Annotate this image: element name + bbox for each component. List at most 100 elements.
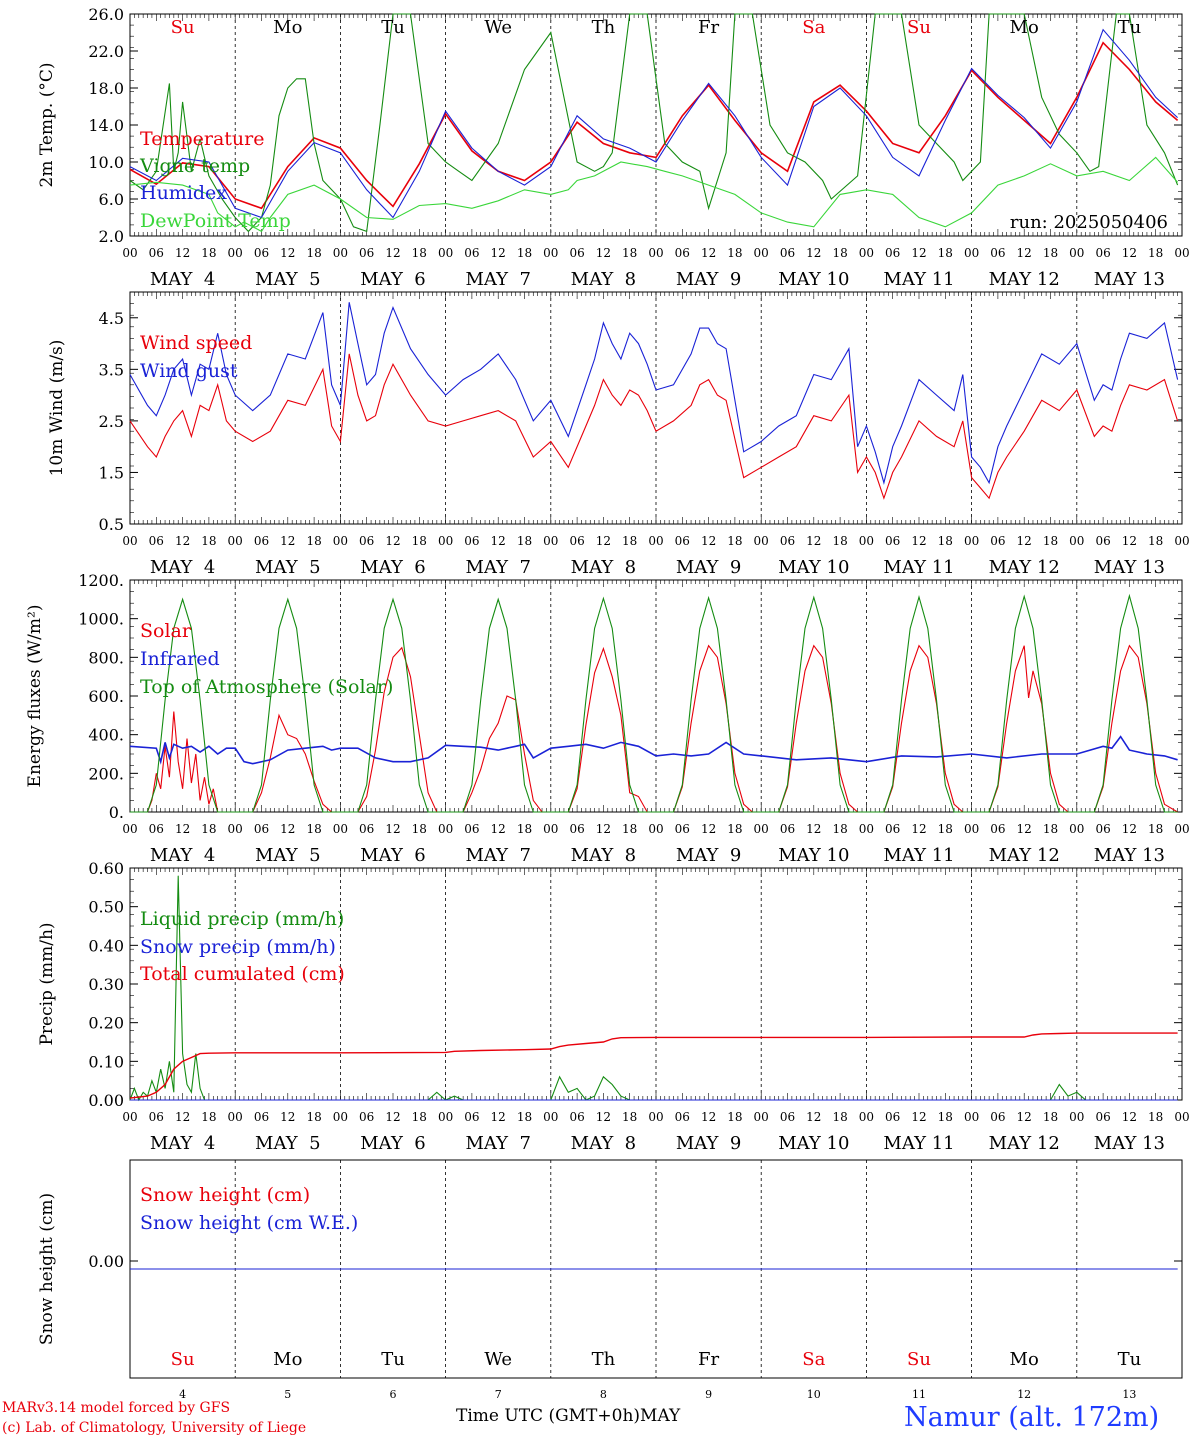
y-tick-label: 3.5	[99, 360, 124, 379]
hour-tick-label: 06	[569, 1110, 584, 1124]
y-tick-label: 400.	[88, 726, 124, 745]
hour-tick-label: 00	[438, 1110, 453, 1124]
hour-tick-label: 00	[754, 822, 769, 836]
hour-tick-label: 12	[491, 534, 506, 548]
weekday-label: Tu	[1118, 1349, 1142, 1370]
y-tick-label: 14.0	[88, 116, 124, 135]
day-label: MAY 5	[255, 557, 320, 578]
panel-4	[129, 867, 1183, 1102]
hour-tick-label: 00	[1069, 1110, 1084, 1124]
hour-tick-label: 00	[543, 822, 558, 836]
hour-tick-label: 00	[964, 534, 979, 548]
day-label: MAY 4	[150, 557, 215, 578]
y-tick-label: 26.0	[88, 5, 124, 24]
hour-tick-label: 00	[964, 1110, 979, 1124]
hour-tick-label: 06	[675, 246, 690, 260]
hour-tick-label: 18	[517, 246, 532, 260]
hour-tick-label: 18	[1043, 1110, 1058, 1124]
y-axis-label: 10m Wind (m/s)	[47, 340, 67, 477]
panel-1	[129, 13, 1183, 237]
weekday-label: Fr	[698, 17, 719, 38]
hour-tick-label: 12	[701, 822, 716, 836]
day-label: MAY 5	[255, 1133, 320, 1154]
hour-tick-label: 06	[254, 246, 269, 260]
day-label: MAY 9	[676, 1133, 741, 1154]
y-tick-label: 0.00	[88, 1091, 124, 1110]
x-axis-title: Time UTC (GMT+0h)MAY	[456, 1406, 681, 1426]
hour-tick-label: 12	[175, 822, 190, 836]
hour-tick-label: 00	[228, 246, 243, 260]
panel-3	[129, 579, 1183, 813]
hour-tick-label: 12	[1017, 1110, 1032, 1124]
day-label: MAY 11	[883, 1133, 954, 1154]
y-tick-label: 2.5	[99, 412, 124, 431]
hour-tick-label: 18	[832, 534, 847, 548]
day-label: MAY 4	[150, 1133, 215, 1154]
hour-tick-label: 18	[412, 822, 427, 836]
y-axis-label: 2m Temp. (°C)	[37, 62, 57, 187]
hour-tick-label: 18	[306, 822, 321, 836]
hour-tick-label: 18	[201, 822, 216, 836]
y-tick-label: 0.10	[88, 1052, 124, 1071]
station-name: Namur (alt. 172m)	[904, 1402, 1160, 1433]
hour-tick-label: 06	[149, 1110, 164, 1124]
hour-tick-label: 12	[911, 1110, 926, 1124]
y-tick-label: 0.60	[88, 859, 124, 878]
weekday-label: Tu	[381, 17, 405, 38]
hour-tick-label: 12	[1017, 822, 1032, 836]
weekday-label: We	[484, 17, 512, 38]
panel-2	[129, 291, 1183, 525]
hour-tick-label: 12	[911, 534, 926, 548]
hour-tick-label: 00	[122, 534, 137, 548]
y-tick-label: 22.0	[88, 42, 124, 61]
hour-tick-label: 12	[280, 246, 295, 260]
weekday-label: Su	[171, 1349, 195, 1370]
hour-tick-label: 00	[333, 246, 348, 260]
hour-tick-label: 06	[990, 1110, 1005, 1124]
hour-tick-label: 06	[464, 534, 479, 548]
legend-entry: Humidex	[140, 182, 227, 204]
hour-tick-label: 12	[175, 246, 190, 260]
hour-tick-label: 00	[859, 534, 874, 548]
day-label: MAY 8	[571, 557, 636, 578]
series-line-red	[130, 644, 1178, 813]
day-number: 9	[705, 1388, 712, 1400]
hour-tick-label: 12	[596, 246, 611, 260]
run-annotation: run: 2025050406	[1010, 212, 1168, 233]
hour-tick-label: 12	[701, 534, 716, 548]
weekday-label: Mo	[1010, 1349, 1039, 1370]
hour-tick-label: 00	[543, 246, 558, 260]
hour-tick-label: 00	[1069, 534, 1084, 548]
hour-tick-label: 00	[859, 246, 874, 260]
day-label: MAY 6	[360, 557, 425, 578]
series-line-green	[130, 593, 1178, 813]
hour-tick-label: 18	[1043, 246, 1058, 260]
hour-tick-label: 06	[464, 1110, 479, 1124]
day-label: MAY 11	[883, 269, 954, 290]
hour-tick-label: 06	[1095, 822, 1110, 836]
hour-tick-label: 18	[1148, 534, 1163, 548]
hour-tick-label: 00	[859, 1110, 874, 1124]
hour-tick-label: 12	[701, 1110, 716, 1124]
hour-tick-label: 06	[780, 534, 795, 548]
series-line-green	[129, 13, 1179, 233]
series-line-blue	[129, 28, 1178, 219]
day-number: 8	[600, 1388, 607, 1400]
hour-tick-label: 00	[648, 1110, 663, 1124]
hour-tick-label: 06	[990, 822, 1005, 836]
hour-tick-label: 12	[491, 822, 506, 836]
hour-tick-label: 00	[438, 246, 453, 260]
legend-entry: Vigne temp	[139, 155, 250, 177]
hour-tick-label: 18	[938, 822, 953, 836]
y-tick-label: 1000.	[78, 610, 124, 629]
day-label: MAY 13	[1094, 845, 1165, 866]
hour-tick-label: 00	[543, 534, 558, 548]
series-line-blue	[129, 302, 1179, 485]
hour-tick-label: 06	[569, 822, 584, 836]
legend-entry: Temperature	[140, 128, 264, 150]
hour-tick-label: 06	[569, 534, 584, 548]
y-tick-label: 200.	[88, 764, 124, 783]
day-label: MAY 10	[778, 557, 849, 578]
meteogram-chart: 2.0 6.0 10.0 14.0 18.0 22.0 26.0 2m Temp. (°C) 0…	[25, 5, 1190, 1400]
hour-tick-label: 00	[648, 822, 663, 836]
